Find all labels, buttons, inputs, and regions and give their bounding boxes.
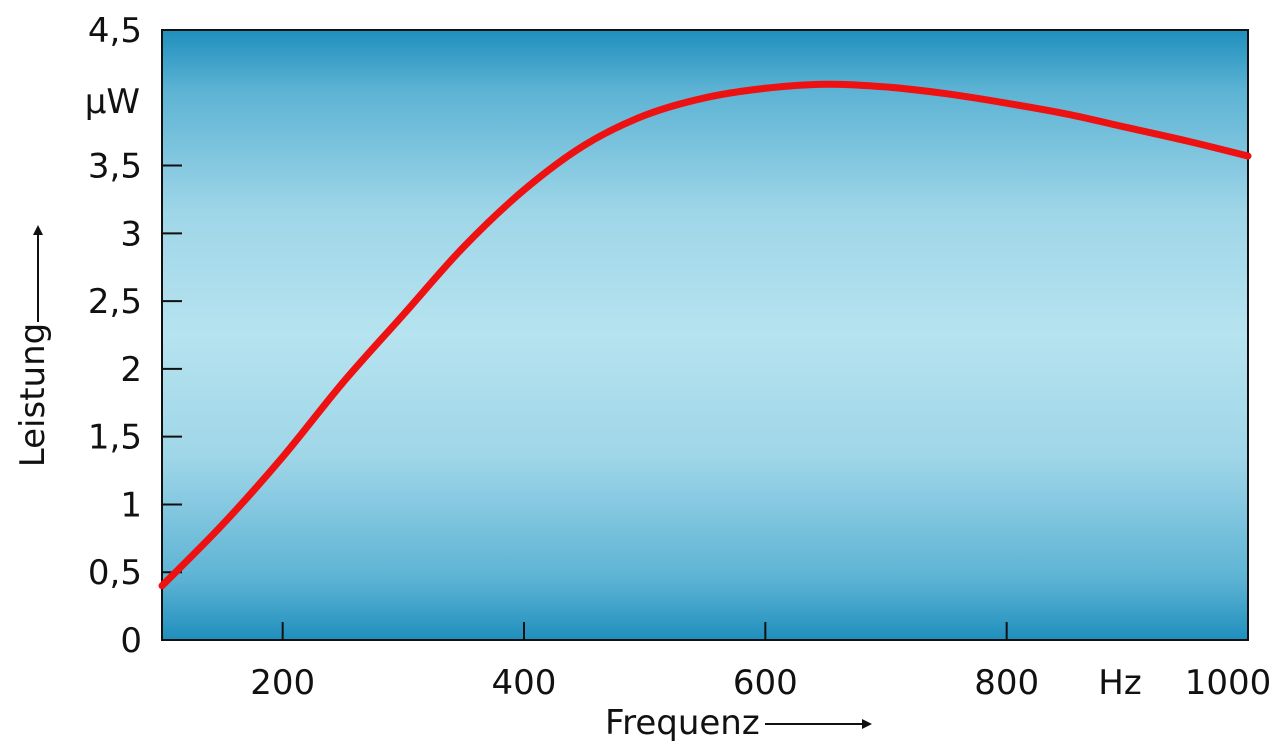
x-tick-label-1000: 1000 (1185, 663, 1272, 703)
x-tick-label-600: 600 (733, 663, 798, 703)
x-tick-label-200: 200 (250, 663, 315, 703)
y-tick-label-1,5: 1,5 (88, 418, 142, 458)
x-axis-ticks: 200 400 600 800 1000 (250, 622, 1271, 703)
y-unit-label: µW (85, 82, 140, 122)
x-tick-label-800: 800 (974, 663, 1039, 703)
y-tick-label-2,5: 2,5 (88, 282, 142, 322)
plot-area (161, 29, 1249, 641)
y-tick-label-0,5: 0,5 (88, 553, 142, 593)
y-tick-label-1: 1 (120, 485, 142, 525)
y-tick-label-2: 2 (120, 350, 142, 390)
y-tick-label-3,5: 3,5 (88, 147, 142, 187)
y-tick-label-0: 0 (120, 621, 142, 661)
y-axis-label: Leistung (13, 323, 53, 467)
series-line (158, 80, 1252, 590)
y-tick-label-3: 3 (120, 214, 142, 254)
y-tick-label-4,5: 4,5 (88, 11, 142, 51)
y-axis-ticks: 0 0,5 1 1,5 2 2,5 3 3,5 4,5 (88, 11, 182, 661)
x-unit-label: Hz (1098, 663, 1141, 703)
x-axis-label: Frequenz (605, 703, 760, 743)
x-tick-label-400: 400 (492, 663, 557, 703)
